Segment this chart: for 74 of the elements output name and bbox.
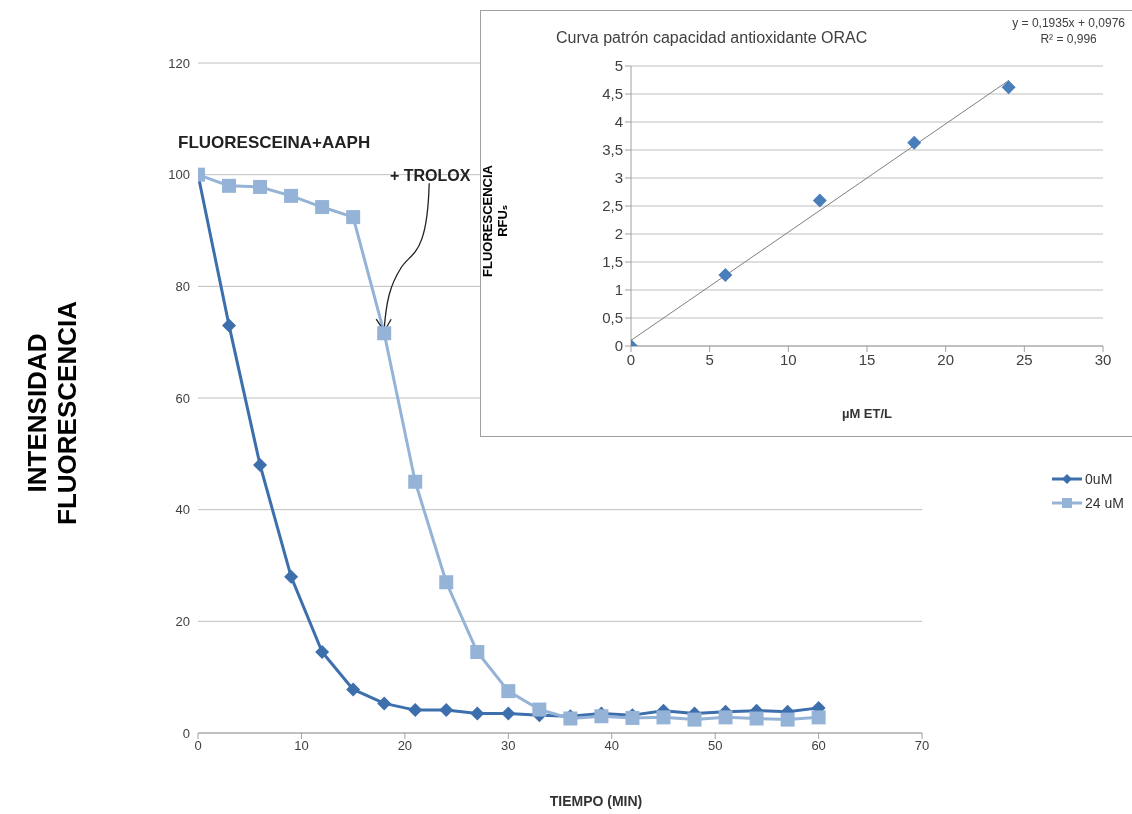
point [253,458,268,472]
y-tick-label: 1 [614,281,623,299]
annotation: FLUORESCEINA+AAPH [178,133,371,153]
point [656,710,671,725]
y-tick-label: 4 [614,113,623,131]
legend-label: 0uM [1085,471,1113,487]
x-tick-label: 10 [294,738,309,754]
point [532,702,547,717]
point [222,318,237,333]
y-tick-label: 2,5 [602,197,623,215]
y-tick-label: 0 [614,337,623,355]
x-tick-label: 5 [705,350,714,368]
point [315,200,330,215]
point [377,696,392,711]
point [780,712,795,727]
point [501,684,516,699]
y-tick-label: 3 [614,169,623,187]
point [439,703,454,718]
point [315,645,330,660]
y-tick-label: 20 [175,613,190,629]
point [501,706,516,721]
y-tick-label: 4,5 [602,85,623,103]
point [470,706,485,721]
point [907,135,922,150]
x-tick-label: 70 [914,738,930,754]
x-tick-label: 20 [397,738,413,754]
text: R² = 0,996 [1039,31,1098,48]
y-tick-label: 40 [175,502,190,518]
x-tick-label: 50 [707,738,723,754]
point [439,575,454,590]
point [408,703,423,718]
point [811,710,826,725]
y-tick-label: 5 [614,57,623,75]
text: y = 0,1935x + 0,0976 [1012,15,1125,32]
point [687,712,702,727]
x-tick-label: 20 [937,350,955,368]
point [749,711,764,726]
point [222,178,237,193]
y-axis-title: INTENSIDAD FLUORESCENCIA [22,301,83,525]
legend-label: 24 uM [1085,495,1124,511]
point [284,569,299,584]
y-tick-label: 80 [175,278,190,294]
x-tick-label: 30 [501,738,516,754]
y-axis-title: FLUORESCENCIA RFUₛ [480,165,511,277]
y-tick-label: 120 [168,55,190,71]
y-tick-label: 100 [168,167,190,183]
x-tick-label: 25 [1015,350,1033,368]
y-tick-label: 0,5 [602,309,623,327]
chart-title: Curva patrón capacidad antioxidante ORAC [556,29,868,47]
y-tick-label: 0 [182,725,190,741]
point [346,682,361,697]
point [812,193,827,208]
y-tick-label: 1,5 [602,253,623,271]
x-tick-label: 0 [626,350,636,368]
point [346,210,361,225]
x-tick-label: 10 [779,350,797,368]
x-axis-title: µM ET/L [840,406,894,421]
point [408,474,423,489]
point [377,326,392,341]
point [284,188,299,203]
x-tick-label: 30 [1094,350,1112,368]
x-axis-title: TIEMPO (MIN) [548,793,644,809]
y-tick-label: 3,5 [602,141,623,159]
annotation: + TROLOX [389,167,471,185]
point [253,179,268,194]
point [718,710,733,725]
point [718,267,733,282]
point [470,645,485,660]
point [1001,80,1016,95]
x-tick-label: 60 [811,738,826,754]
y-tick-label: 2 [614,225,623,243]
x-tick-label: 15 [858,350,876,368]
x-tick-label: 0 [194,738,202,754]
y-tick-label: 60 [175,390,190,406]
